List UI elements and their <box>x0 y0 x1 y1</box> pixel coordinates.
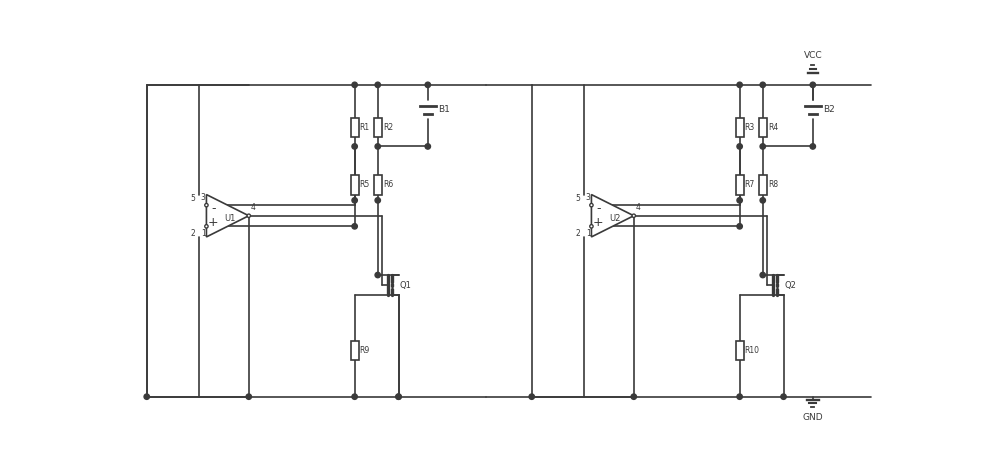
Circle shape <box>590 203 593 207</box>
Bar <box>736 118 744 137</box>
Bar <box>351 175 358 195</box>
Text: VCC: VCC <box>803 51 822 60</box>
Text: R10: R10 <box>745 346 760 355</box>
Circle shape <box>352 82 357 88</box>
Text: 1: 1 <box>586 229 591 238</box>
Circle shape <box>396 394 401 399</box>
Text: 4: 4 <box>251 203 256 212</box>
Text: GND: GND <box>802 413 823 422</box>
Circle shape <box>352 198 357 203</box>
Circle shape <box>352 224 357 229</box>
Circle shape <box>205 203 208 207</box>
Circle shape <box>781 394 786 399</box>
Circle shape <box>144 394 149 399</box>
Bar <box>374 118 382 137</box>
Text: -: - <box>211 202 216 215</box>
Circle shape <box>737 224 742 229</box>
Text: U2: U2 <box>609 214 621 223</box>
Circle shape <box>760 144 765 149</box>
Circle shape <box>247 214 250 218</box>
Text: R3: R3 <box>745 123 755 132</box>
Circle shape <box>205 225 208 228</box>
Circle shape <box>760 272 765 278</box>
Circle shape <box>632 214 635 218</box>
Text: Q2: Q2 <box>785 280 797 289</box>
Circle shape <box>352 394 357 399</box>
Circle shape <box>375 198 380 203</box>
Bar <box>759 175 767 195</box>
Circle shape <box>737 394 742 399</box>
Text: U1: U1 <box>224 214 236 223</box>
Text: R9: R9 <box>360 346 370 355</box>
Circle shape <box>737 82 742 88</box>
Text: -: - <box>596 202 601 215</box>
Text: 4: 4 <box>636 203 641 212</box>
Bar <box>351 341 358 360</box>
Circle shape <box>810 144 815 149</box>
Text: 2: 2 <box>190 228 195 238</box>
Circle shape <box>529 394 534 399</box>
Circle shape <box>425 144 430 149</box>
Circle shape <box>375 82 380 88</box>
Text: R5: R5 <box>360 180 370 189</box>
Circle shape <box>375 272 380 278</box>
Polygon shape <box>206 195 249 237</box>
Circle shape <box>396 394 401 399</box>
Circle shape <box>631 394 636 399</box>
Bar <box>759 118 767 137</box>
Text: R6: R6 <box>383 180 393 189</box>
Bar <box>351 118 358 137</box>
Circle shape <box>352 144 357 149</box>
Text: B2: B2 <box>823 105 835 114</box>
Text: +: + <box>208 216 219 229</box>
Text: 5: 5 <box>190 194 195 203</box>
Circle shape <box>760 198 765 203</box>
Circle shape <box>810 82 815 88</box>
Bar <box>736 341 744 360</box>
Text: 3: 3 <box>586 193 591 202</box>
Circle shape <box>246 394 251 399</box>
Text: Q1: Q1 <box>400 280 412 289</box>
Circle shape <box>737 144 742 149</box>
Text: +: + <box>593 216 604 229</box>
Text: R1: R1 <box>360 123 370 132</box>
Text: B1: B1 <box>438 105 450 114</box>
Text: R2: R2 <box>383 123 393 132</box>
Text: R8: R8 <box>768 180 778 189</box>
Bar <box>374 175 382 195</box>
Circle shape <box>737 198 742 203</box>
Circle shape <box>425 82 430 88</box>
Text: 2: 2 <box>575 228 580 238</box>
Bar <box>736 175 744 195</box>
Polygon shape <box>591 195 634 237</box>
Circle shape <box>375 144 380 149</box>
Text: R4: R4 <box>768 123 778 132</box>
Text: R7: R7 <box>745 180 755 189</box>
Text: 5: 5 <box>575 194 580 203</box>
Circle shape <box>760 82 765 88</box>
Text: 1: 1 <box>201 229 206 238</box>
Circle shape <box>590 225 593 228</box>
Text: 3: 3 <box>201 193 206 202</box>
